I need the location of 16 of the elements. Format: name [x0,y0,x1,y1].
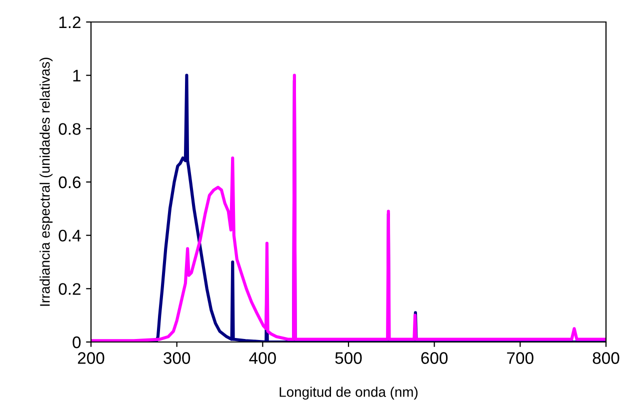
x-tick-label: 800 [592,352,620,364]
y-tick-label: 0.4 [58,230,81,242]
y-tick-label: 0.8 [58,123,81,135]
x-tick-label: 200 [78,352,104,364]
x-tick-label: 700 [507,352,534,364]
x-tick-label: 600 [421,352,448,364]
x-tick-label: 400 [249,352,276,364]
y-tick-label: 0.2 [58,283,80,295]
y-tick-label: 0 [72,336,81,348]
x-tick-label: 500 [335,352,362,364]
y-tick-label: 1 [73,70,80,82]
y-tick-label: 1.2 [59,16,80,28]
y-axis-title: Irradiancia espectral (unidades relativas) [40,58,53,306]
x-axis-title: Longitud de onda (nm) [280,386,418,400]
y-tick-label: 0.6 [58,176,81,188]
x-tick-label: 300 [164,352,190,364]
